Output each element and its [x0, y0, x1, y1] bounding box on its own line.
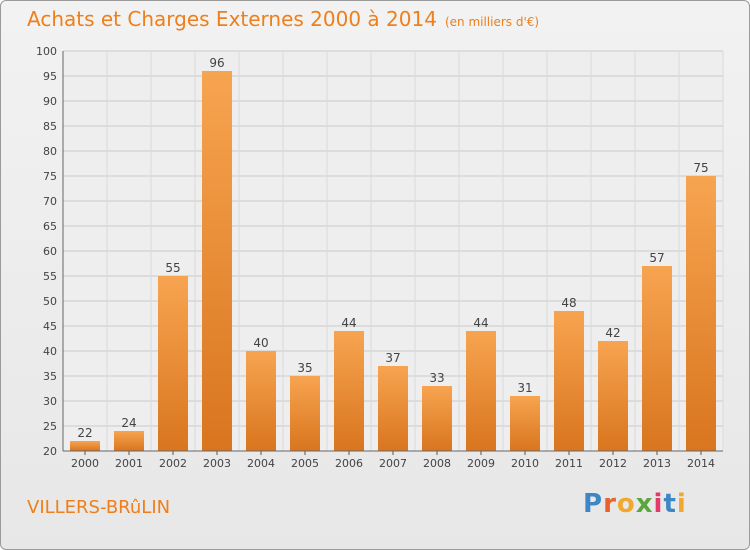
data-label: 48	[561, 296, 576, 310]
axis-layer: 20 25 30 35 40 45 50 55 60 65 70 75 80 85 90 95 100 2000 2…	[36, 45, 723, 470]
x-tick-label: 2007	[379, 457, 407, 470]
logo-letter: x	[635, 489, 654, 519]
bar	[114, 431, 144, 451]
x-tick-label: 2010	[511, 457, 539, 470]
x-tick-label: 2005	[291, 457, 319, 470]
bar	[642, 266, 672, 451]
x-tick-label: 2009	[467, 457, 495, 470]
y-tick-label: 90	[43, 95, 57, 108]
bar	[422, 386, 452, 451]
bar	[554, 311, 584, 451]
y-tick-label: 60	[43, 245, 57, 258]
data-label: 24	[121, 416, 136, 430]
x-tick-label: 2001	[115, 457, 143, 470]
x-tick-label: 2000	[71, 457, 99, 470]
x-tick-label: 2012	[599, 457, 627, 470]
y-tick-label: 75	[43, 170, 57, 183]
y-tick-label: 50	[43, 295, 57, 308]
data-label: 57	[649, 251, 664, 265]
logo-letter: t	[663, 489, 677, 519]
x-tick-label: 2014	[687, 457, 715, 470]
bar	[70, 441, 100, 451]
bar	[334, 331, 364, 451]
logo-letter: o	[616, 489, 636, 519]
bar	[686, 176, 716, 451]
x-tick-label: 2013	[643, 457, 671, 470]
y-tick-label: 20	[43, 445, 57, 458]
bar	[158, 276, 188, 451]
y-tick-label: 40	[43, 345, 57, 358]
data-label: 22	[77, 426, 92, 440]
y-tick-label: 85	[43, 120, 57, 133]
y-tick-label: 95	[43, 70, 57, 83]
x-tick-label: 2002	[159, 457, 187, 470]
label-layer: 22 24 55 96 40 35 44 37 33 44 31 48 42 57 75	[77, 56, 708, 440]
x-tick-label: 2008	[423, 457, 451, 470]
data-label: 44	[473, 316, 488, 330]
bar	[290, 376, 320, 451]
data-label: 96	[209, 56, 224, 70]
y-tick-label: 100	[36, 45, 57, 58]
bar	[202, 71, 232, 451]
data-label: 40	[253, 336, 268, 350]
x-tick-label: 2011	[555, 457, 583, 470]
x-tick-label: 2006	[335, 457, 363, 470]
y-tick-label: 30	[43, 395, 57, 408]
x-tick-label: 2004	[247, 457, 275, 470]
data-label: 31	[517, 381, 532, 395]
data-label: 33	[429, 371, 444, 385]
chart-unit: (en milliers d'€)	[444, 15, 540, 29]
y-tick-label: 45	[43, 320, 57, 333]
y-tick-label: 65	[43, 220, 57, 233]
chart-title-text: Achats et Charges Externes 2000 à 2014	[27, 7, 437, 31]
y-tick-label: 80	[43, 145, 57, 158]
data-label: 35	[297, 361, 312, 375]
city-name: VILLERS-BRûLIN	[27, 497, 171, 518]
logo-letter: r	[603, 489, 617, 519]
y-tick-label: 35	[43, 370, 57, 383]
y-tick-label: 25	[43, 420, 57, 433]
logo-letter: i	[653, 489, 664, 519]
bar	[598, 341, 628, 451]
chart-title: Achats et Charges Externes 2000 à 2014 (e…	[27, 7, 539, 31]
y-tick-label: 70	[43, 195, 57, 208]
bar-layer	[70, 71, 716, 451]
bar	[466, 331, 496, 451]
data-label: 37	[385, 351, 400, 365]
x-tick-label: 2003	[203, 457, 231, 470]
data-label: 55	[165, 261, 180, 275]
bar	[510, 396, 540, 451]
logo-letter: i	[676, 489, 687, 519]
data-label: 44	[341, 316, 356, 330]
logo-letter: P	[583, 489, 604, 519]
data-label: 42	[605, 326, 620, 340]
bar	[378, 366, 408, 451]
y-tick-label: 55	[43, 270, 57, 283]
data-label: 75	[693, 161, 708, 175]
proxiti-logo[interactable]: Proxiti	[583, 489, 687, 519]
bar	[246, 351, 276, 451]
